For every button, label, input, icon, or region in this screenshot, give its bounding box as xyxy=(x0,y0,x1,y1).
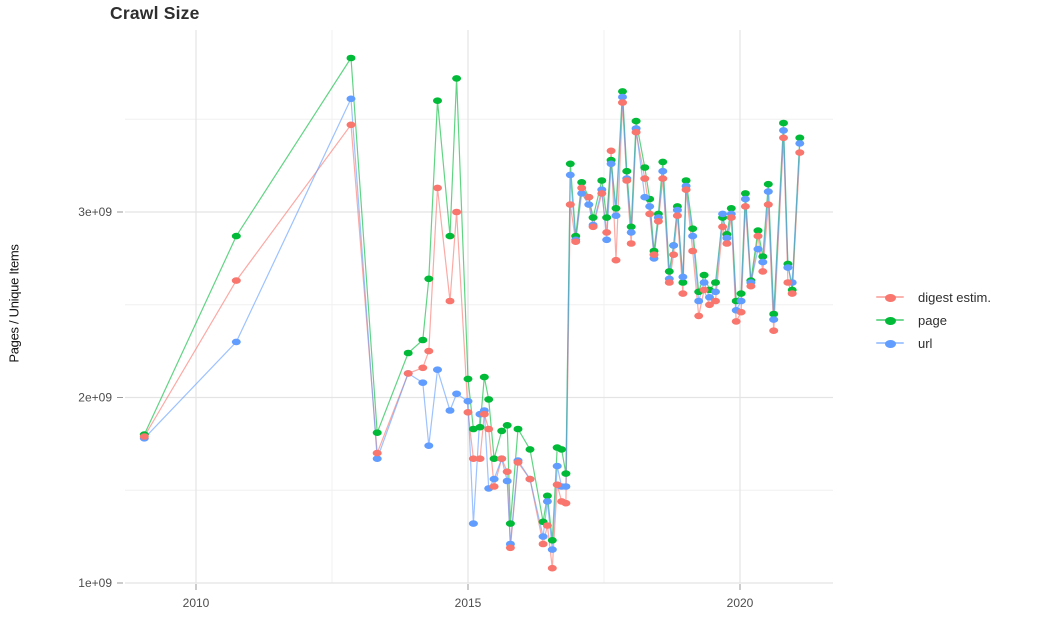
legend-label-page: page xyxy=(918,312,947,328)
major-gridlines xyxy=(125,30,833,584)
svg-text:2010: 2010 xyxy=(183,596,210,610)
legend-item-0: digest estim. xyxy=(876,289,991,305)
legend-label-url: url xyxy=(918,335,933,351)
svg-text:2015: 2015 xyxy=(455,596,482,610)
page-legend-key-icon xyxy=(876,313,904,327)
chart-title: Crawl Size xyxy=(110,3,200,23)
x-tick-labels: 2010 2015 2020 xyxy=(183,596,754,610)
legend: digest estim. page url xyxy=(876,289,991,351)
svg-text:1e+09: 1e+09 xyxy=(78,576,112,590)
svg-text:3e+09: 3e+09 xyxy=(78,205,112,219)
axis-ticks xyxy=(117,211,741,590)
legend-label-digest-estim: digest estim. xyxy=(918,289,991,305)
minor-gridlines xyxy=(125,30,833,583)
svg-text:2e+09: 2e+09 xyxy=(78,391,112,405)
series-points-digest-estim- xyxy=(139,99,805,572)
svg-text:2020: 2020 xyxy=(727,596,754,610)
legend-item-1: page xyxy=(876,312,991,328)
url-legend-key-icon xyxy=(876,336,904,350)
legend-item-2: url xyxy=(876,335,991,351)
digest-estim-legend-key-icon xyxy=(876,290,904,304)
series-line-url xyxy=(143,96,801,550)
y-tick-labels: 1e+09 2e+09 3e+09 xyxy=(78,205,112,590)
series-points-page xyxy=(139,54,805,544)
